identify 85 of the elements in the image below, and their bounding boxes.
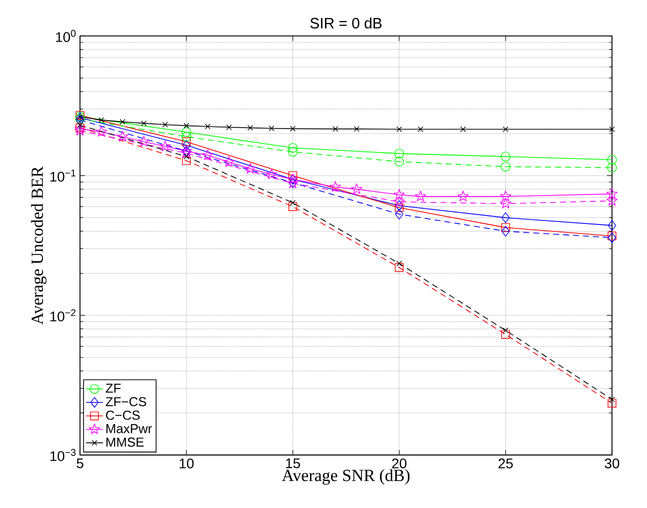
x-tick-label: 20	[392, 458, 406, 468]
legend-label: MMSE	[106, 438, 144, 447]
legend-label: ZF	[106, 384, 121, 393]
x-tick-label: 15	[286, 458, 300, 468]
point	[182, 127, 192, 137]
point	[162, 122, 168, 128]
point	[182, 140, 190, 151]
point	[500, 152, 510, 162]
point	[414, 190, 426, 202]
point	[98, 117, 104, 123]
legend-label: ZF−CS	[106, 397, 146, 406]
point	[606, 188, 618, 199]
point	[396, 260, 402, 266]
point	[120, 118, 126, 125]
point	[457, 190, 469, 202]
point	[608, 398, 616, 408]
point	[184, 154, 190, 160]
point	[501, 223, 510, 232]
legend-label: C−CS	[106, 410, 140, 420]
point	[608, 232, 616, 243]
point	[394, 263, 404, 272]
point	[332, 126, 338, 132]
point	[608, 232, 616, 240]
point	[395, 208, 404, 220]
point	[117, 130, 128, 142]
x-axis-title: Average SNR (dB)	[282, 469, 410, 485]
point	[608, 220, 616, 231]
legend-label: MaxPwr	[106, 424, 152, 434]
point	[182, 137, 191, 146]
point	[226, 124, 232, 130]
point	[502, 212, 510, 224]
point	[607, 162, 617, 173]
x-tick-label: 5	[76, 458, 84, 468]
point	[141, 120, 147, 126]
x-tick-label: 10	[180, 458, 194, 468]
point	[609, 396, 615, 402]
point	[202, 149, 214, 160]
point	[500, 190, 512, 202]
point	[502, 126, 508, 132]
point	[354, 126, 360, 132]
point	[501, 330, 510, 339]
point	[182, 132, 192, 142]
point	[394, 148, 404, 158]
point	[607, 154, 617, 165]
point	[288, 147, 298, 157]
point	[330, 181, 341, 192]
point	[266, 168, 278, 180]
point	[290, 126, 296, 132]
x-tick-label: 30	[604, 458, 620, 468]
point	[394, 196, 405, 207]
point	[394, 156, 404, 166]
chart-title: SIR = 0 dB	[310, 18, 382, 28]
point	[288, 171, 298, 180]
point	[418, 126, 424, 132]
point	[500, 162, 510, 172]
point	[204, 124, 211, 130]
y-tick-label: 10$^{0}$	[56, 30, 76, 42]
point	[460, 126, 466, 132]
point	[138, 136, 150, 146]
point	[395, 200, 404, 211]
point	[290, 200, 296, 206]
point	[609, 126, 615, 132]
point	[182, 156, 191, 166]
point	[247, 125, 254, 131]
point	[160, 140, 171, 152]
point	[184, 122, 190, 128]
point	[394, 203, 404, 212]
point	[351, 183, 362, 194]
point	[396, 126, 402, 132]
point	[502, 328, 508, 334]
point	[244, 162, 256, 174]
y-tick-label: 10$^{−1}$	[50, 170, 76, 182]
point	[288, 202, 298, 211]
y-tick-label: 10$^{−3}$	[50, 448, 76, 462]
point	[394, 188, 405, 200]
x-tick-label: 25	[498, 458, 513, 468]
point	[77, 122, 83, 128]
point	[96, 126, 107, 137]
point	[502, 226, 510, 237]
y-tick-label: 10$^{−2}$	[50, 309, 76, 322]
point	[288, 143, 298, 153]
point	[223, 156, 235, 167]
point	[268, 126, 274, 132]
y-axis-title: Average Uncoded BER	[31, 166, 46, 325]
point	[500, 198, 512, 208]
